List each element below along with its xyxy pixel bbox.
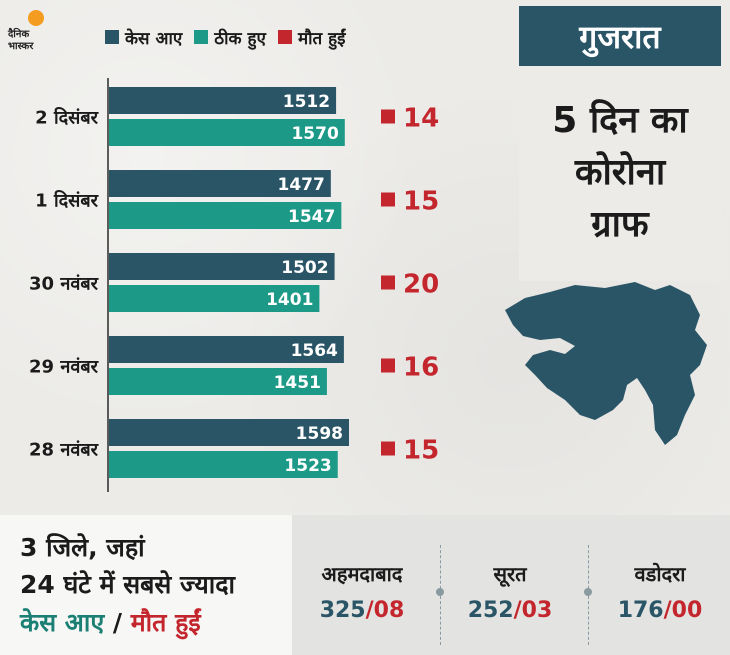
category-label: 1 दिसंबर — [35, 190, 98, 212]
state-title: गुजरात — [519, 6, 721, 66]
gujarat-map-icon — [505, 282, 707, 445]
data-label-deaths: 15 — [403, 436, 439, 466]
bottom-heading-line2: 24 घंटे में सबसे ज्यादा — [20, 570, 236, 599]
death-marker — [381, 109, 395, 124]
category-label: 29 नवंबर — [29, 357, 99, 378]
city-deaths-vadodara: 00 — [671, 598, 703, 623]
bar-recovered — [109, 368, 327, 395]
legend-item-cases: केस आए — [105, 26, 182, 49]
data-label-recovered: 1570 — [291, 124, 338, 144]
subtitle-line-2: कोरोना — [574, 152, 666, 193]
bar-cases — [109, 87, 337, 114]
heading-separator: / — [104, 608, 131, 637]
legend-item-deaths: मौत हुईं — [277, 26, 346, 49]
data-label-recovered: 1451 — [274, 373, 321, 393]
city-cases-vadodara: 176 — [617, 598, 664, 623]
data-label-recovered: 1401 — [266, 290, 313, 310]
death-marker — [381, 358, 395, 373]
chart-legend: केस आए ठीक हुए मौत हुईं — [105, 22, 346, 52]
bar-cases — [109, 170, 331, 197]
data-label-deaths: 15 — [403, 187, 439, 217]
death-marker — [381, 192, 395, 207]
category-label: 30 नवंबर — [29, 274, 99, 295]
city-name-vadodara: वडोदरा — [634, 562, 686, 586]
legend-label-recovered: ठीक हुए — [214, 28, 266, 49]
data-label-deaths: 20 — [403, 270, 439, 300]
city-name-ahmedabad: अहमदाबाद — [321, 562, 403, 586]
heading-deaths-text: मौत हुईं — [130, 608, 201, 637]
city-sep-surat: / — [513, 598, 522, 623]
logo-line1: दैनिक — [8, 29, 30, 40]
bar-cases — [109, 419, 349, 446]
city-sep-ahmedabad: / — [365, 598, 374, 623]
bar-chart: 2 दिसंबर 1512 1570 14 1 दिसंबर 1477 1547 15 30 न… — [29, 78, 439, 492]
city-value-vadodara: 176/00 — [595, 598, 725, 623]
city-value-ahmedabad: 325/08 — [297, 598, 427, 623]
bar-recovered — [109, 119, 345, 146]
bar-recovered — [109, 451, 338, 478]
data-label-deaths: 16 — [403, 353, 439, 383]
data-label-cases: 1477 — [277, 175, 324, 195]
subtitle-line-3: ग्राफ — [591, 204, 649, 245]
divider-dot-2 — [584, 588, 592, 596]
bar-recovered — [109, 202, 342, 229]
death-marker — [381, 441, 395, 456]
city-value-surat: 252/03 — [445, 598, 575, 623]
data-label-cases: 1512 — [283, 92, 330, 112]
bottom-heading-line3: केस आए / मौत हुईं — [20, 605, 201, 639]
legend-label-cases: केस आए — [125, 28, 183, 49]
city-deaths-ahmedabad: 08 — [373, 598, 405, 623]
data-label-cases: 1598 — [296, 424, 343, 444]
logo-line2: भास्कर — [8, 41, 34, 52]
subtitle-line-1: 5 दिन का — [552, 100, 688, 141]
sun-icon — [28, 10, 44, 26]
heading-cases-text: केस आए — [20, 608, 105, 637]
bar-cases — [109, 336, 344, 363]
city-cases-surat: 252 — [467, 598, 514, 623]
side-panel — [519, 66, 721, 281]
divider-dot-1 — [436, 588, 444, 596]
dainik-bhaskar-logo: दैनिक भास्कर — [8, 6, 60, 60]
bottom-heading-line1: 3 जिले, जहां — [20, 533, 145, 562]
bar-recovered — [109, 285, 320, 312]
bar-cases — [109, 253, 335, 280]
city-cases-ahmedabad: 325 — [319, 598, 366, 623]
legend-label-deaths: मौत हुईं — [297, 28, 346, 49]
death-marker — [381, 275, 395, 290]
data-label-cases: 1564 — [291, 341, 338, 361]
data-label-recovered: 1547 — [288, 207, 335, 227]
category-label: 28 नवंबर — [29, 440, 99, 461]
data-label-cases: 1502 — [281, 258, 328, 278]
data-label-recovered: 1523 — [284, 456, 331, 476]
bottom-heading-panel — [0, 515, 292, 655]
legend-item-recovered: ठीक हुए — [194, 26, 266, 49]
category-label: 2 दिसंबर — [35, 107, 98, 129]
chart-subtitle: 5 दिन का कोरोना ग्राफ — [519, 95, 721, 251]
city-deaths-surat: 03 — [521, 598, 553, 623]
legend-swatch-deaths — [277, 30, 292, 44]
city-sep-vadodara: / — [663, 598, 672, 623]
city-name-surat: सूरत — [493, 562, 527, 586]
data-label-deaths: 14 — [403, 104, 439, 134]
legend-swatch-cases — [105, 30, 119, 44]
legend-swatch-recovered — [194, 30, 209, 44]
